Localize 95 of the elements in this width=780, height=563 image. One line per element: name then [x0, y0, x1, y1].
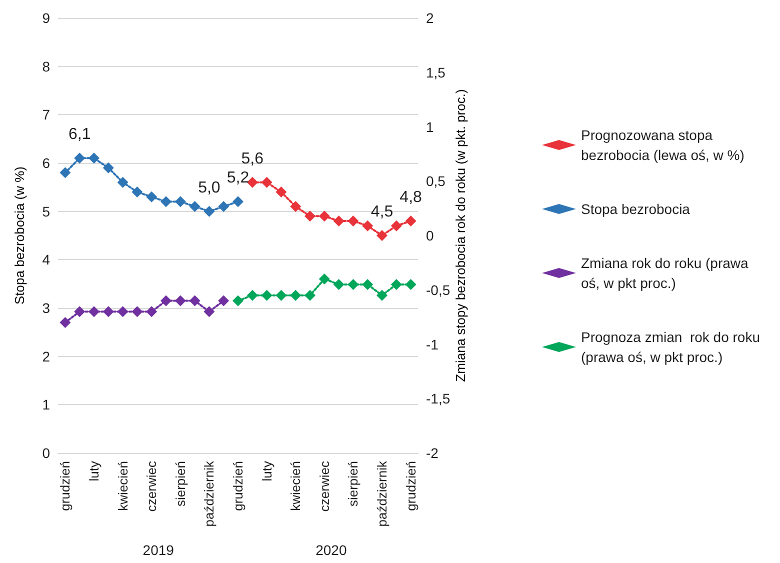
x-tick-label: grudzień: [58, 461, 73, 511]
y-axis-title: Stopa bezrobocia (w %): [12, 166, 27, 305]
y-tick-label: 5: [42, 203, 50, 220]
x-tick-label: październik: [202, 460, 217, 527]
point: [376, 230, 388, 241]
data-label: 5,6: [241, 150, 264, 168]
point: [261, 176, 272, 188]
point: [117, 176, 128, 188]
point: [276, 186, 287, 198]
point: [132, 306, 143, 318]
point: [160, 196, 172, 208]
y-tick-label: 0: [42, 445, 50, 461]
x-tick-label: grudzień: [230, 461, 246, 511]
y-tick-label: 4: [42, 252, 50, 268]
x-tick-label: luty: [86, 460, 102, 482]
point: [174, 196, 186, 208]
legend-label: Stopa bezrobocia: [581, 201, 690, 217]
point: [189, 201, 200, 212]
point: [204, 306, 215, 318]
point: [318, 274, 330, 284]
x-tick-label: czerwiec: [316, 460, 332, 512]
point: [348, 278, 359, 290]
y2-axis-title: Zmiana stopy bezrobocia rok do roku (w pkt. proc.): [453, 89, 468, 382]
point: [174, 295, 186, 306]
y2-tick-label: -1,5: [426, 390, 450, 407]
x-tick-label: październik: [374, 460, 390, 527]
point: [362, 220, 374, 232]
y2-tick-label: -2: [426, 445, 439, 461]
point: [246, 290, 258, 301]
legend-label: Prognoza zmian rok do roku (prawa oś, w pkt proc.): [581, 329, 764, 365]
data-label: 6,1: [68, 126, 91, 144]
x-tick-label: grudzień: [403, 461, 418, 511]
text: 2020: [316, 542, 347, 558]
legend-label: Prognozowana stopa bezrobocia (lewa oś, w %): [581, 127, 744, 163]
point: [74, 306, 86, 318]
y-tick-label: 1: [42, 396, 50, 413]
point: [60, 317, 71, 328]
x-tick-label: kwiecień: [288, 461, 304, 511]
y2-tick-label: 2: [426, 10, 434, 26]
point: [232, 295, 244, 306]
point: [204, 206, 215, 217]
data-label: 5,2: [226, 170, 250, 187]
point: [362, 278, 374, 290]
y-tick-label: 6: [42, 155, 50, 171]
point: [304, 210, 316, 222]
point: [390, 220, 402, 232]
point: [160, 295, 172, 306]
point: [102, 162, 114, 174]
y-tick-label: 8: [42, 58, 50, 74]
point: [390, 278, 402, 290]
x-tick-label: kwiecień: [115, 461, 130, 511]
y-tick-label: 2: [42, 348, 50, 364]
y2-tick-label: 1,5: [426, 64, 446, 80]
point: [218, 201, 230, 212]
point: [405, 278, 416, 290]
point: [261, 290, 272, 301]
point: [218, 295, 230, 306]
point: [146, 306, 158, 318]
point: [117, 306, 128, 318]
data-label: 4,8: [400, 189, 422, 206]
point: [290, 290, 302, 301]
legend-label: Zmiana rok do roku (prawa oś, w pkt proc.): [581, 255, 752, 291]
point: [146, 191, 158, 202]
point: [88, 306, 100, 318]
data-label: 5,0: [198, 179, 220, 196]
y-tick-label: 7: [42, 106, 50, 123]
y2-tick-label: 0,5: [426, 173, 446, 190]
point: [276, 290, 287, 301]
point: [60, 167, 71, 178]
text: 2019: [142, 542, 174, 558]
point: [348, 216, 359, 226]
point: [333, 216, 344, 226]
point: [405, 216, 416, 226]
y-tick-label: 9: [42, 10, 50, 26]
point: [132, 186, 143, 198]
x-tick-label: luty: [259, 460, 274, 482]
point: [333, 278, 344, 290]
point: [102, 306, 114, 318]
y2-tick-label: -1: [426, 336, 439, 352]
point: [88, 152, 100, 164]
point: [304, 290, 316, 301]
point: [318, 210, 330, 222]
y-tick-label: 3: [42, 300, 50, 316]
x-tick-label: sierpień: [346, 461, 361, 507]
data-label: 4,5: [370, 204, 394, 220]
x-tick-label: czerwiec: [144, 460, 160, 512]
x-tick-label: sierpień: [172, 461, 188, 507]
y2-tick-label: 0: [426, 228, 434, 244]
point: [189, 295, 200, 306]
point: [74, 152, 86, 164]
y2-tick-label: -0,5: [426, 282, 450, 298]
point: [232, 196, 244, 208]
point: [376, 290, 388, 301]
y2-tick-label: 1: [426, 118, 434, 135]
point: [290, 201, 302, 212]
